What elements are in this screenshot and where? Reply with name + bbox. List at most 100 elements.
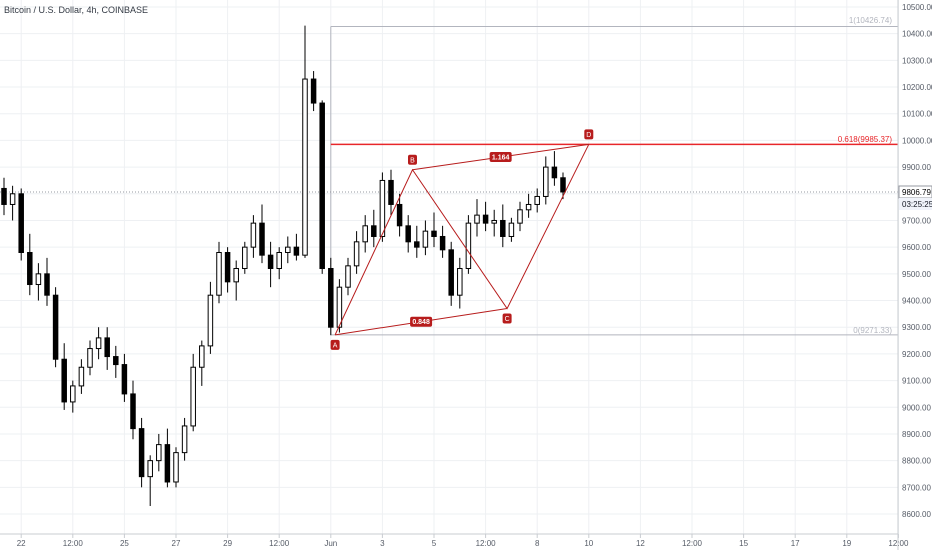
candle-body-up — [491, 219, 497, 224]
y-tick-label: 9500.00 — [902, 270, 931, 279]
pattern-point-a[interactable]: A — [330, 339, 340, 350]
candle-body-down — [104, 337, 110, 358]
candle — [18, 188, 24, 261]
pattern-point-b-box — [408, 154, 417, 165]
pattern-point-d-box — [584, 129, 594, 140]
price-axis[interactable] — [0, 0, 899, 550]
pattern-zigzag[interactable] — [334, 144, 590, 336]
candle — [250, 215, 257, 258]
candle — [345, 257, 351, 296]
candle — [465, 215, 472, 274]
candle-body-down — [551, 166, 558, 179]
candle — [405, 215, 411, 253]
candle — [285, 236, 291, 264]
candle-body-down — [27, 251, 33, 286]
y-tick-label: 10500.00 — [902, 3, 932, 12]
x-tick-label: 10 — [584, 539, 593, 548]
candle — [104, 327, 110, 370]
candle-body-up — [242, 246, 248, 270]
candle-body-up — [181, 425, 188, 454]
candle — [353, 231, 360, 274]
candle-body-up — [534, 195, 540, 205]
ratio-bd-text: 1.164 — [492, 155, 510, 162]
candle-body-down — [500, 219, 506, 237]
candle-body-up — [336, 286, 343, 328]
candle-body-up — [457, 268, 463, 296]
candle-body-up — [190, 366, 196, 427]
candle-body-down — [138, 428, 145, 478]
candle — [156, 433, 162, 472]
candle — [482, 201, 489, 232]
candle-body-up — [250, 222, 257, 248]
pattern-point-c[interactable]: C — [502, 313, 512, 324]
ratio-bd-box — [489, 152, 512, 163]
candle-body-down — [18, 193, 24, 253]
candle-body-up — [285, 246, 291, 253]
candle-body-up — [35, 273, 42, 286]
candle-body-up — [362, 225, 368, 243]
candle — [95, 327, 102, 360]
y-tick-label: 9200.00 — [902, 350, 931, 359]
candle-body-up — [422, 230, 429, 248]
x-tick-label: 22 — [17, 539, 26, 548]
candle — [534, 188, 540, 213]
y-tick-label: 9000.00 — [902, 403, 931, 412]
pattern-point-c-text: C — [505, 316, 510, 323]
candle — [491, 209, 497, 237]
pattern-point-d[interactable]: D — [584, 129, 594, 140]
candle-body-down — [293, 246, 300, 256]
y-axis-tick-labels: 8600.00 8700.00 8800.00 8900.00 9000.00 9100.… — [902, 3, 932, 519]
candle-body-down — [414, 241, 420, 248]
x-tick-label: 8 — [535, 539, 540, 548]
candle-body-down — [267, 254, 274, 270]
y-tick-label: 10200.00 — [902, 83, 932, 92]
x-tick-label: 12:00 — [888, 539, 909, 548]
candle — [371, 209, 377, 248]
pattern-point-a-text: A — [333, 342, 338, 349]
candle-body-up — [353, 241, 360, 267]
candle-body-up — [199, 345, 205, 368]
countdown-badge: 03:25:25 — [899, 198, 932, 210]
candle — [474, 199, 480, 237]
y-tick-label: 10100.00 — [902, 110, 932, 119]
candle — [27, 233, 33, 296]
candle-body-down — [371, 225, 377, 237]
candle-body-down — [439, 235, 446, 251]
candle-body-up — [517, 209, 523, 224]
candle-body-up — [173, 452, 179, 483]
candle-body-down — [328, 268, 334, 328]
y-tick-label: 8800.00 — [902, 457, 931, 466]
candle-body-down — [224, 251, 231, 283]
candle-body-up — [302, 78, 308, 256]
candle — [147, 455, 153, 506]
abcd-pattern-drawing[interactable]: A B C D 1.164 0.848 — [330, 129, 594, 350]
candle-body-up — [508, 222, 515, 237]
candle-body-up — [207, 294, 214, 347]
candle — [328, 257, 334, 336]
candle — [199, 340, 205, 386]
candle — [130, 380, 136, 440]
candle — [70, 380, 76, 413]
x-tick-label: 12 — [636, 539, 645, 548]
candle — [78, 359, 85, 394]
candle-body-up — [147, 460, 153, 478]
candle-body-down — [388, 179, 394, 205]
ratio-bd[interactable]: 1.164 — [489, 152, 512, 163]
pattern-point-b[interactable]: B — [408, 154, 417, 165]
y-tick-label: 9900.00 — [902, 163, 931, 172]
pattern-point-d-text: D — [586, 132, 591, 139]
candle-body-down — [560, 177, 566, 193]
y-tick-label: 9600.00 — [902, 243, 931, 252]
candle — [121, 353, 128, 402]
y-tick-label: 8900.00 — [902, 430, 931, 439]
candle — [362, 215, 368, 253]
candle-body-down — [405, 225, 411, 243]
candle-body-up — [95, 337, 102, 350]
x-axis-tick-labels: 22 12:00 25 27 29 12:00 Jun 3 5 12:00 8 10 12 12:00 15… — [17, 534, 909, 548]
candle-body-up — [216, 251, 222, 296]
candle — [414, 225, 420, 258]
ratio-ac[interactable]: 0.848 — [410, 316, 433, 327]
candle-body-down — [52, 294, 59, 360]
candle — [267, 241, 274, 288]
